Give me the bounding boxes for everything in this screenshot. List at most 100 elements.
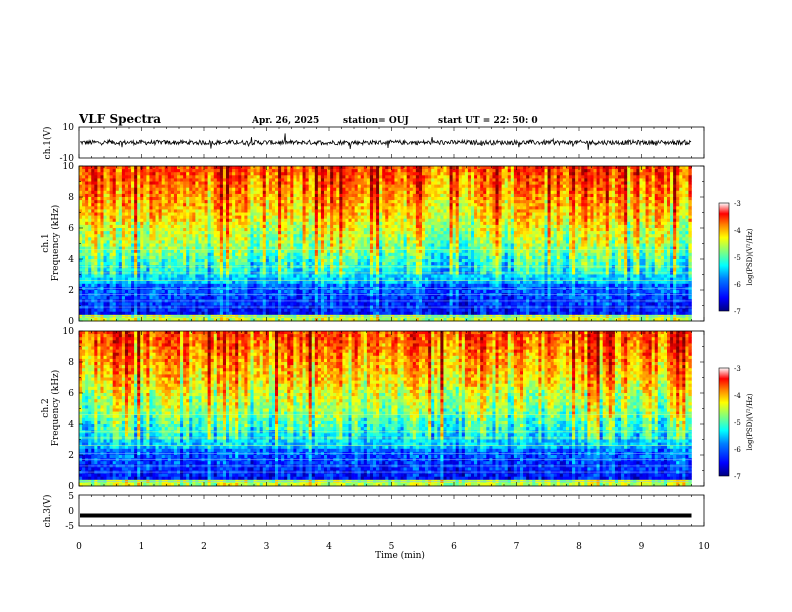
spectrogram-cell xyxy=(183,268,187,272)
spectrogram-cell xyxy=(382,255,386,260)
spectrogram-cell xyxy=(149,268,153,272)
spectrogram-cell xyxy=(85,274,89,278)
spectrogram-cell xyxy=(164,240,169,244)
spectrogram-cell xyxy=(164,209,169,213)
spectrogram-cell xyxy=(198,184,202,188)
spectrogram-cell xyxy=(124,206,129,210)
ch1-spectrogram-panel: 0 2 4 6 8 10 ch.1 Frequency (kHz) xyxy=(41,162,705,327)
spectrogram-cell xyxy=(131,172,135,176)
spectrogram-cell xyxy=(82,181,86,185)
spectrogram-cell xyxy=(140,181,144,185)
spectrogram-cell xyxy=(146,166,150,170)
spectrogram-cell xyxy=(100,197,104,201)
spectrogram-cell xyxy=(302,190,306,195)
spectrogram-cell xyxy=(100,277,104,281)
spectrogram-cell xyxy=(336,262,340,266)
spectrogram-cell xyxy=(91,249,95,254)
spectrogram-cell xyxy=(140,221,144,226)
spectrogram-cell xyxy=(88,280,92,285)
spectrogram-cell xyxy=(336,224,340,229)
spectrogram-cell xyxy=(244,234,248,238)
spectrogram-cell xyxy=(259,274,264,278)
spectrogram-cell xyxy=(296,296,300,300)
spectrogram-cell xyxy=(164,175,169,179)
spectrogram-cell xyxy=(109,268,113,272)
spectrogram-cell xyxy=(262,209,267,213)
spectrogram-cell xyxy=(299,280,303,285)
spectrogram-cell xyxy=(268,255,273,260)
spectrogram-cell xyxy=(373,215,377,219)
spectrogram-cell xyxy=(305,200,309,204)
spectrogram-cell xyxy=(149,240,153,244)
spectrogram-cell xyxy=(161,190,166,195)
spectrogram-cell xyxy=(192,280,196,285)
spectrogram-cell xyxy=(271,197,276,201)
spectrogram-cell xyxy=(339,302,343,306)
spectrogram-cell xyxy=(91,255,95,260)
spectrogram-cell xyxy=(305,302,309,306)
spectrogram-cell xyxy=(290,187,294,192)
spectrogram-cell xyxy=(201,255,205,260)
spectrogram-cell xyxy=(238,259,242,263)
spectrogram-cell xyxy=(302,240,306,244)
spectrogram-cell xyxy=(369,212,374,216)
spectrogram-cell xyxy=(376,203,380,207)
spectrogram-cell xyxy=(183,231,187,235)
spectrogram-cell xyxy=(317,277,322,281)
spectrogram-cell xyxy=(210,193,215,198)
spectrogram-cell xyxy=(192,296,196,300)
spectrogram-cell xyxy=(327,302,331,306)
spectrogram-cell xyxy=(115,280,120,285)
spectrogram-cell xyxy=(247,166,251,170)
spectrogram-cell xyxy=(195,277,199,281)
spectrogram-cell xyxy=(259,234,264,238)
spectrogram-cell xyxy=(189,277,193,281)
spectrogram-cell xyxy=(131,169,135,173)
spectrogram-cell xyxy=(183,206,187,210)
spectrogram-cell xyxy=(210,252,215,257)
spectrogram-cell xyxy=(97,259,101,263)
spectrogram-cell xyxy=(311,255,316,260)
spectrogram-cell xyxy=(366,197,371,201)
spectrogram-cell xyxy=(296,234,300,238)
spectrogram-cell xyxy=(161,311,166,316)
spectrogram-cell xyxy=(290,311,294,316)
spectrogram-cell xyxy=(229,166,233,170)
spectrogram-cell xyxy=(232,277,236,281)
spectrogram-cell xyxy=(232,190,236,195)
spectrogram-cell xyxy=(320,262,325,266)
spectrogram-cell xyxy=(351,184,355,188)
spectrogram-cell xyxy=(161,262,166,266)
spectrogram-cell xyxy=(177,206,181,210)
spectrogram-cell xyxy=(131,274,135,278)
spectrogram-cell xyxy=(213,262,218,266)
spectrogram-cell xyxy=(268,212,273,216)
spectrogram-cell xyxy=(345,255,349,260)
spectrogram-cell xyxy=(186,166,190,170)
spectrogram-cell xyxy=(226,175,230,179)
spectrogram-cell xyxy=(317,224,322,229)
spectrogram-cell xyxy=(232,262,236,266)
spectrogram-cell xyxy=(290,249,294,254)
spectrogram-cell xyxy=(213,184,218,188)
spectrogram-cell xyxy=(106,249,110,254)
spectrogram-cell xyxy=(305,169,309,173)
spectrogram-cell xyxy=(278,311,282,316)
spectrogram-cell xyxy=(152,215,156,219)
spectrogram-cell xyxy=(198,181,202,185)
spectrogram-cell xyxy=(354,262,358,266)
spectrogram-cell xyxy=(204,277,208,281)
spectrogram-cell xyxy=(161,209,166,213)
spectrogram-cell xyxy=(88,221,92,226)
spectrogram-cell xyxy=(287,234,291,238)
spectrogram-cell xyxy=(363,215,368,219)
spectrogram-cell xyxy=(210,218,215,223)
spectrogram-cell xyxy=(94,255,98,260)
spectrogram-cell xyxy=(376,296,380,300)
spectrogram-cell xyxy=(339,224,343,229)
spectrogram-cell xyxy=(128,209,132,213)
spectrogram-cell xyxy=(235,280,239,285)
spectrogram-cell xyxy=(213,203,218,207)
spectrogram-cell xyxy=(82,308,86,312)
spectrogram-cell xyxy=(226,212,230,216)
